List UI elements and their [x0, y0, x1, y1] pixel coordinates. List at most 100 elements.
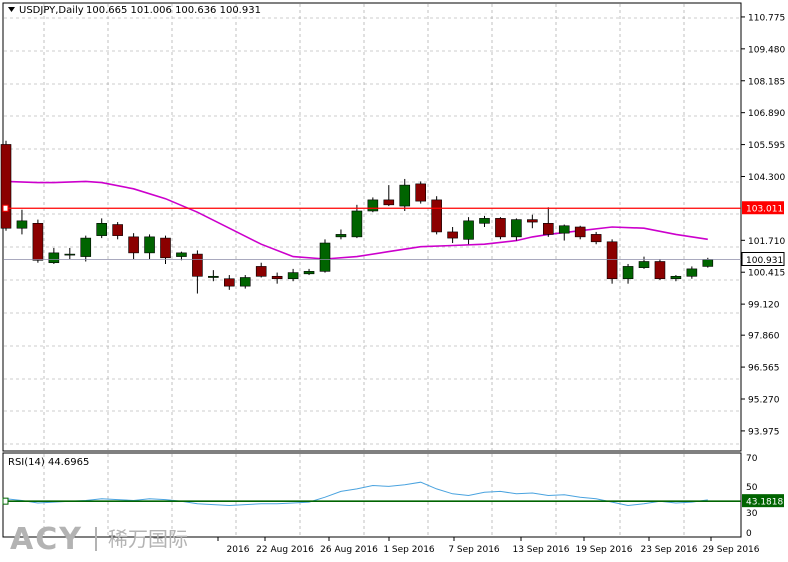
candle-body — [192, 253, 203, 277]
candle[interactable] — [16, 209, 28, 235]
time-tick-label: 1 Sep 2016 — [383, 545, 435, 555]
price-tick-label: 110.775 — [748, 13, 785, 23]
candle-body — [80, 237, 92, 257]
candle-body — [558, 225, 570, 234]
candle[interactable] — [415, 181, 427, 204]
candle[interactable] — [271, 272, 283, 284]
candle-body — [415, 183, 427, 202]
candle-body — [447, 231, 458, 239]
candle-body — [463, 220, 474, 240]
candle-body — [335, 234, 347, 238]
candle[interactable] — [383, 185, 395, 207]
candle[interactable] — [0, 140, 12, 231]
candle-body — [686, 268, 698, 277]
candle[interactable] — [224, 275, 235, 290]
resistance-line-handle[interactable] — [2, 204, 9, 212]
price-levels-layer — [2, 204, 741, 260]
time-tick-label: 13 Sep 2016 — [512, 545, 569, 555]
candle-body — [383, 199, 395, 206]
rsi-line — [5, 481, 708, 507]
candle[interactable] — [112, 222, 123, 240]
candle-body — [622, 266, 634, 280]
candle[interactable] — [447, 227, 458, 244]
candle-body — [255, 266, 267, 277]
candle[interactable] — [287, 268, 299, 282]
candle[interactable] — [128, 233, 139, 260]
candle-body — [303, 271, 315, 275]
candle-body — [638, 261, 650, 268]
candle[interactable] — [96, 218, 107, 239]
rsi-level-label: 0 — [746, 529, 752, 539]
candle[interactable] — [686, 266, 698, 279]
price-tick-label: 96.565 — [748, 364, 780, 374]
candle[interactable] — [176, 251, 187, 261]
candle-body — [32, 223, 44, 261]
candle[interactable] — [351, 204, 363, 239]
candle[interactable] — [335, 229, 347, 240]
candle-body — [606, 241, 618, 280]
candle[interactable] — [574, 225, 586, 240]
time-tick-label: 23 Sep 2016 — [640, 545, 697, 555]
candle[interactable] — [590, 231, 602, 245]
candle-body — [574, 226, 586, 238]
candle-body — [319, 242, 331, 272]
candle-body — [511, 219, 522, 238]
candle[interactable] — [144, 234, 155, 260]
candle[interactable] — [239, 275, 251, 289]
rsi-level-tag-text: 43.1818 — [746, 498, 783, 508]
candle-body — [96, 223, 107, 236]
candle[interactable] — [527, 214, 538, 229]
rsi-level-tag — [742, 494, 784, 508]
current-price-tag — [741, 252, 785, 267]
grid — [4, 4, 740, 536]
candle[interactable] — [606, 239, 618, 284]
candle-body — [367, 199, 379, 212]
candle[interactable] — [431, 196, 442, 235]
candle[interactable] — [542, 207, 554, 237]
price-tick-label: 108.185 — [748, 77, 785, 87]
candle[interactable] — [319, 239, 331, 273]
candle[interactable] — [399, 178, 411, 211]
time-tick-label: 2016 — [227, 545, 250, 555]
candle-body — [399, 184, 411, 207]
candle-body — [527, 219, 538, 223]
candle-body — [479, 218, 490, 224]
price-tick-label: 99.120 — [748, 301, 780, 311]
price-tick-label: 104.300 — [748, 173, 785, 183]
price-tick-label: 105.595 — [748, 141, 785, 151]
watermark-chinese: 稀万国际 — [108, 527, 188, 551]
watermark-brand: ACY — [10, 522, 83, 557]
candle-body — [128, 236, 139, 254]
candle[interactable] — [367, 197, 379, 213]
candle[interactable] — [463, 217, 474, 245]
candle[interactable] — [622, 263, 634, 284]
candle-body — [702, 259, 714, 267]
candle-body — [239, 277, 251, 287]
candle[interactable] — [495, 217, 506, 240]
candle[interactable] — [48, 247, 60, 264]
candle[interactable] — [670, 275, 682, 282]
rsi-level-handle[interactable] — [2, 497, 9, 505]
candle[interactable] — [192, 250, 203, 294]
candle[interactable] — [558, 224, 570, 241]
candle[interactable] — [255, 262, 267, 278]
dropdown-triangle-icon[interactable] — [8, 7, 15, 12]
candle[interactable] — [303, 268, 315, 276]
candle-body — [495, 218, 506, 238]
rsi-level-label: 30 — [746, 509, 758, 519]
time-tick-label: 7 Sep 2016 — [448, 545, 500, 555]
candle[interactable] — [64, 247, 76, 260]
candle[interactable] — [511, 218, 522, 241]
candle[interactable] — [32, 219, 44, 263]
candle-body — [271, 275, 283, 280]
candle-body — [160, 237, 171, 259]
time-tick-label: 22 Aug 2016 — [256, 545, 314, 555]
candle-body — [224, 278, 235, 287]
candle[interactable] — [208, 270, 219, 282]
candle[interactable] — [80, 235, 92, 262]
candle[interactable] — [479, 215, 490, 227]
candle[interactable] — [638, 256, 650, 269]
candle[interactable] — [654, 259, 666, 280]
